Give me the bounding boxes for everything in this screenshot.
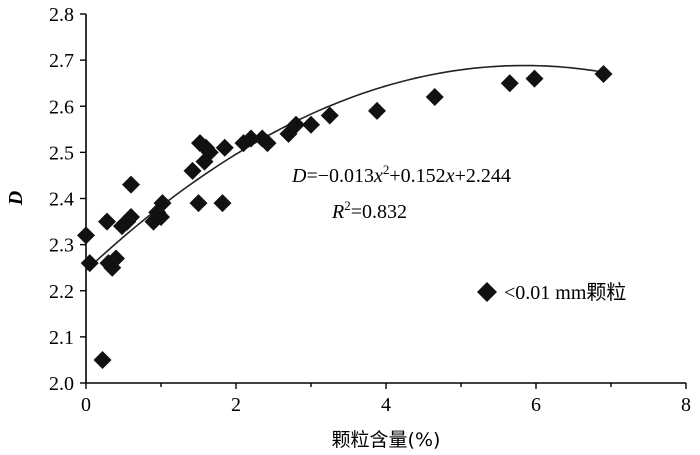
tick-labels: 0 2 4 6 8 2.0 2.1 2.2 2.3 2.4 2.5 2.6 2.7 2.8: [49, 4, 691, 416]
data-point: [200, 143, 219, 162]
x-tick-label: 0: [81, 394, 91, 416]
y-tick-label: 2.6: [49, 96, 74, 118]
data-point: [122, 175, 140, 194]
data-point: [500, 74, 519, 93]
data-point: [122, 207, 140, 226]
data-point: [107, 249, 125, 268]
equation-annotation: D=−0.013x2+0.152x+2.244: [291, 162, 511, 187]
data-point: [213, 194, 232, 213]
y-tick-label: 2.4: [49, 189, 74, 211]
legend: <0.01 mm颗粒: [477, 281, 626, 304]
data-point: [152, 207, 170, 226]
x-tick-label: 2: [231, 394, 241, 416]
data-point: [93, 350, 112, 369]
fit-curve: [85, 64, 604, 272]
axes: [85, 14, 686, 384]
legend-diamond-marker: [477, 282, 497, 302]
data-point: [258, 134, 277, 153]
data-point: [425, 88, 444, 107]
y-tick-label: 2.2: [49, 281, 74, 303]
legend-label: <0.01 mm颗粒: [504, 281, 626, 304]
data-point: [287, 115, 305, 134]
r-squared-annotation: R2=0.832: [331, 198, 407, 223]
x-tick-label: 4: [381, 394, 391, 416]
x-tick-label: 6: [531, 394, 541, 416]
y-axis-title: D: [5, 191, 27, 206]
y-tick-label: 2.3: [49, 235, 74, 257]
data-point: [77, 226, 95, 245]
y-tick-label: 2.0: [49, 373, 74, 395]
data-point: [525, 69, 544, 88]
y-tick-label: 2.7: [49, 50, 74, 72]
y-tick-label: 2.1: [49, 327, 74, 349]
data-points: [77, 64, 613, 369]
data-point: [368, 101, 386, 120]
data-point: [302, 115, 320, 134]
y-tick-label: 2.5: [49, 142, 74, 164]
data-point: [242, 129, 260, 148]
data-point: [189, 194, 208, 213]
y-tick-label: 2.8: [49, 4, 74, 26]
data-point: [594, 64, 613, 83]
x-axis-title: 颗粒含量(%): [332, 429, 441, 451]
data-point: [80, 254, 99, 273]
data-point: [153, 194, 172, 213]
ticks: [80, 13, 687, 389]
x-tick-label: 8: [681, 394, 691, 416]
data-point: [215, 138, 234, 157]
data-point: [320, 106, 339, 125]
data-point: [183, 161, 202, 180]
data-point: [98, 212, 116, 231]
